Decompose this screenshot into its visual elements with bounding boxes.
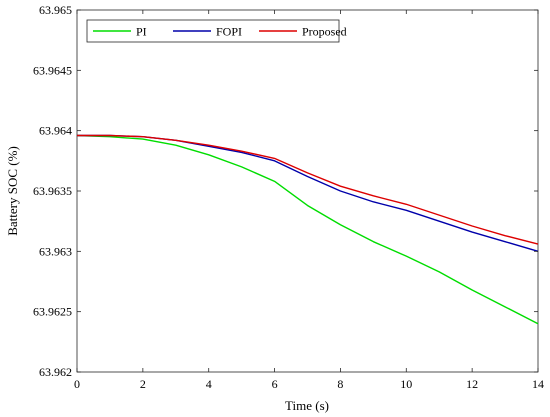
- series-line-proposed: [77, 134, 539, 245]
- y-tick-label: 63.9635: [33, 184, 72, 198]
- y-tick-label: 63.9645: [33, 63, 72, 77]
- y-tick-label: 63.9625: [33, 305, 72, 319]
- legend-label-proposed: Proposed: [302, 25, 347, 39]
- x-tick-label: 0: [74, 377, 80, 391]
- x-tick-label: 8: [337, 377, 343, 391]
- x-tick-label: 14: [532, 377, 544, 391]
- x-tick-label: 4: [206, 377, 212, 391]
- legend-label-fopi: FOPI: [216, 25, 242, 39]
- y-tick-label: 63.965: [39, 3, 72, 17]
- series-line-pi: [76, 134, 539, 325]
- x-axis-label: Time (s): [285, 398, 329, 413]
- x-tick-label: 2: [140, 377, 146, 391]
- y-tick-label: 63.964: [39, 124, 72, 138]
- plot-frame: [76, 9, 539, 373]
- legend: PI FOPI Proposed: [86, 19, 347, 43]
- x-tick-label: 10: [400, 377, 412, 391]
- y-tick-label: 63.962: [39, 365, 72, 379]
- y-axis: 63.962 63.9625 63.963 63.9635 63.964 63.9645 6…: [33, 3, 538, 379]
- x-axis: 0 2 4 6 8 10 12 14: [74, 10, 544, 391]
- x-tick-label: 6: [272, 377, 278, 391]
- x-tick-label: 12: [466, 377, 478, 391]
- legend-label-pi: PI: [136, 25, 147, 39]
- y-tick-label: 63.963: [39, 244, 72, 258]
- plot-area: [76, 9, 539, 373]
- y-axis-label: Battery SOC (%): [5, 146, 20, 236]
- legend-box: [86, 19, 340, 43]
